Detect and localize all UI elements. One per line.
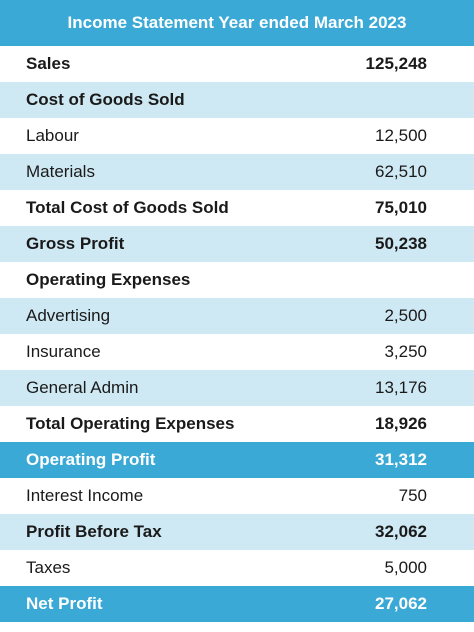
row-profit-before-tax: Profit Before Tax 32,062 bbox=[0, 514, 474, 550]
row-label: Gross Profit bbox=[26, 234, 125, 253]
row-label: Profit Before Tax bbox=[26, 522, 162, 541]
row-label: Advertising bbox=[26, 306, 111, 325]
row-label: Cost of Goods Sold bbox=[26, 90, 185, 109]
statement-title: Income Statement Year ended March 2023 bbox=[0, 0, 474, 46]
row-operating-profit: Operating Profit 31,312 bbox=[0, 442, 474, 478]
row-value: 50,238 bbox=[375, 234, 427, 253]
row-insurance: Insurance 3,250 bbox=[0, 334, 474, 370]
row-label: Labour bbox=[26, 126, 79, 145]
row-sales: Sales 125,248 bbox=[0, 46, 474, 82]
row-value: 27,062 bbox=[375, 594, 427, 613]
row-taxes: Taxes 5,000 bbox=[0, 550, 474, 586]
row-general-admin: General Admin 13,176 bbox=[0, 370, 474, 406]
row-value: 750 bbox=[398, 486, 427, 505]
row-label: Operating Expenses bbox=[26, 270, 191, 289]
row-value: 3,250 bbox=[384, 342, 427, 361]
row-label: Interest Income bbox=[26, 486, 144, 505]
row-label: Operating Profit bbox=[26, 450, 156, 469]
row-value: 31,312 bbox=[375, 450, 427, 469]
row-label: Taxes bbox=[26, 558, 71, 577]
row-label: Total Operating Expenses bbox=[26, 414, 235, 433]
row-materials: Materials 62,510 bbox=[0, 154, 474, 190]
row-value: 75,010 bbox=[375, 198, 427, 217]
row-total-cost-of-goods-sold: Total Cost of Goods Sold 75,010 bbox=[0, 190, 474, 226]
row-label: Net Profit bbox=[26, 594, 103, 613]
row-total-operating-expenses: Total Operating Expenses 18,926 bbox=[0, 406, 474, 442]
row-interest-income: Interest Income 750 bbox=[0, 478, 474, 514]
row-value: 5,000 bbox=[384, 558, 427, 577]
row-value: 62,510 bbox=[375, 162, 427, 181]
row-value: 2,500 bbox=[384, 306, 427, 325]
row-value: 18,926 bbox=[375, 414, 427, 433]
row-label: Total Cost of Goods Sold bbox=[26, 198, 229, 217]
row-net-profit: Net Profit 27,062 bbox=[0, 586, 474, 622]
row-value: 13,176 bbox=[375, 378, 427, 397]
row-advertising: Advertising 2,500 bbox=[0, 298, 474, 334]
row-label: General Admin bbox=[26, 378, 139, 397]
row-label: Sales bbox=[26, 54, 71, 73]
row-label: Materials bbox=[26, 162, 95, 181]
row-label: Insurance bbox=[26, 342, 101, 361]
row-cost-of-goods-sold: Cost of Goods Sold bbox=[0, 82, 474, 118]
row-value: 32,062 bbox=[375, 522, 427, 541]
row-value: 12,500 bbox=[375, 126, 427, 145]
row-value: 125,248 bbox=[365, 54, 427, 73]
row-gross-profit: Gross Profit 50,238 bbox=[0, 226, 474, 262]
row-labour: Labour 12,500 bbox=[0, 118, 474, 154]
row-operating-expenses: Operating Expenses bbox=[0, 262, 474, 298]
